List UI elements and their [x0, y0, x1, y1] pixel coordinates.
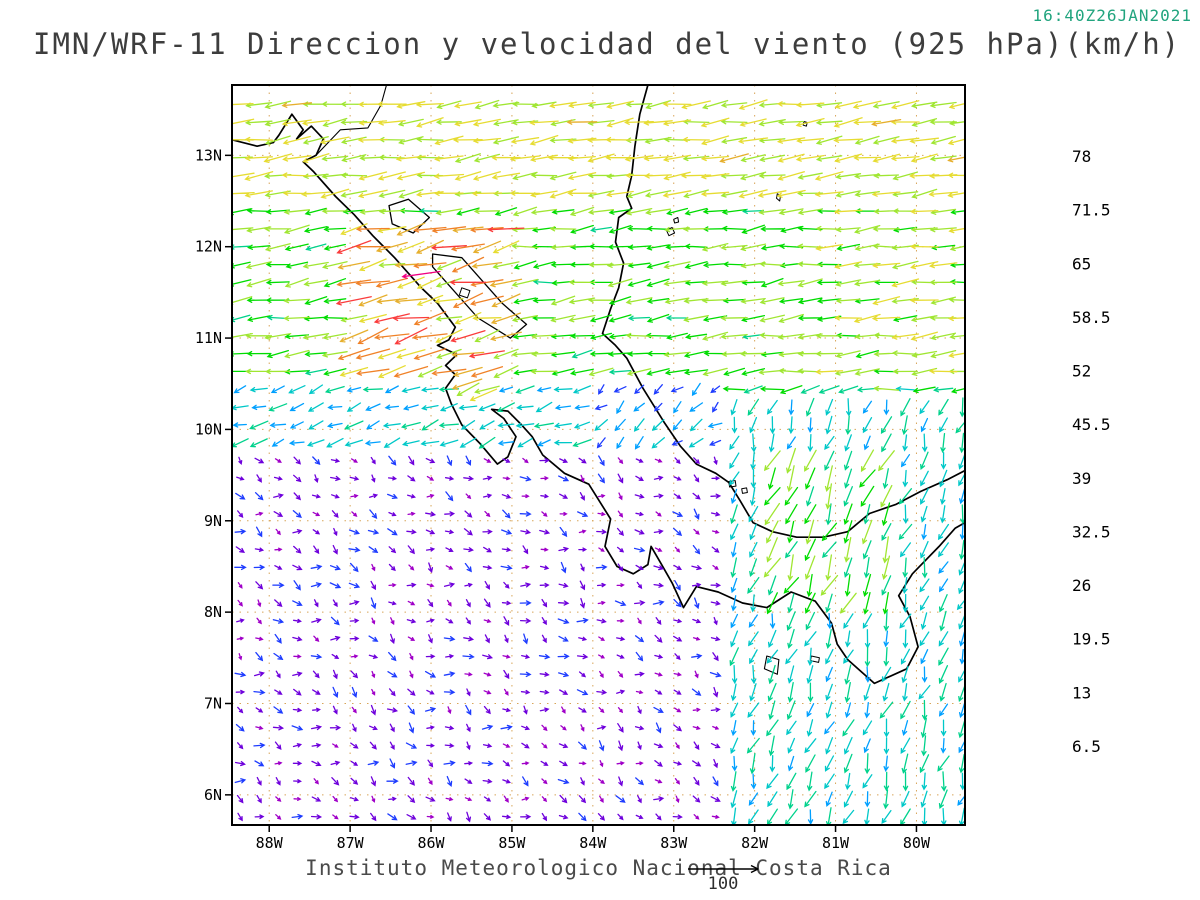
coiba-island [763, 655, 780, 675]
axis-labels: 13N 12N 11N 10N 9N 8N 7N 6N 88W 87W 86W 85W 84W 83W 82… [195, 146, 931, 852]
lat-tick-label: 8N [204, 603, 222, 621]
colorbar-tick-label: 58.5 [1072, 308, 1111, 327]
institution-label: Instituto Meteorologico Nacional Costa R… [305, 856, 892, 880]
ometepe-island [458, 287, 471, 299]
lat-tick-label: 9N [204, 512, 222, 530]
valid-time-label: 16:40Z26JAN2021 [1032, 6, 1192, 25]
caribbean-coast [601, 85, 965, 539]
bocas-island-2 [741, 487, 748, 494]
colorbar-tick-label: 26 [1072, 576, 1091, 595]
lat-tick-label: 10N [195, 420, 222, 438]
colorbar: 6.5 13 19.5 26 32.5 39 45.5 52 58.5 65 71.5 78 [1072, 147, 1111, 756]
colorbar-tick-label: 52 [1072, 362, 1091, 381]
lon-tick-label: 81W [822, 834, 850, 852]
lon-tick-label: 86W [417, 834, 445, 852]
corn-island [666, 227, 676, 237]
plot-border [231, 84, 966, 826]
colorbar-tick-label: 32.5 [1072, 522, 1111, 541]
wind-vector-layer [232, 99, 965, 825]
honduras-border [315, 85, 388, 156]
colorbar-tick-label: 19.5 [1072, 630, 1111, 649]
lon-tick-label: 85W [498, 834, 526, 852]
colorbar-tick-label: 6.5 [1072, 737, 1101, 756]
lon-tick-label: 87W [337, 834, 365, 852]
reference-vector-label: 100 [707, 874, 739, 894]
lon-tick-label: 82W [741, 834, 769, 852]
little-corn-island [673, 217, 680, 224]
lon-tick-label: 80W [903, 834, 931, 852]
lon-tick-label: 88W [256, 834, 284, 852]
lon-tick-label: 83W [660, 834, 688, 852]
colorbar-tick-label: 13 [1072, 683, 1091, 702]
reference-vector [688, 864, 759, 874]
colorbar-tick-label: 71.5 [1072, 201, 1111, 220]
colorbar-tick-label: 45.5 [1072, 415, 1111, 434]
lat-tick-label: 12N [195, 238, 222, 256]
colorbar-tick-label: 39 [1072, 469, 1091, 488]
chart-title: IMN/WRF-11 Direccion y velocidad del vie… [33, 27, 1182, 61]
lat-tick-label: 11N [195, 329, 222, 347]
lon-tick-label: 84W [579, 834, 607, 852]
colorbar-tick-label: 65 [1072, 254, 1091, 273]
lat-tick-label: 6N [204, 786, 222, 804]
pacific-coast-mainland [232, 113, 965, 685]
lat-tick-label: 7N [204, 694, 222, 712]
lat-tick-label: 13N [195, 146, 222, 164]
colorbar-tick-label: 78 [1072, 147, 1091, 166]
lake-nicaragua [431, 253, 528, 339]
